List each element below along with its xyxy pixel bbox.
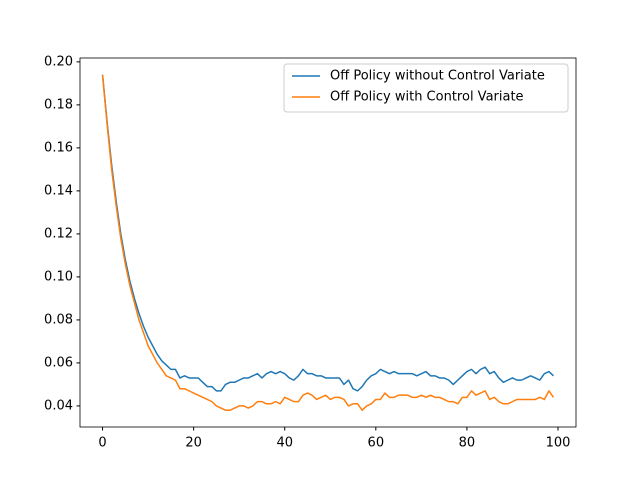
- plot-frame: [79, 57, 577, 428]
- series-line: [101, 74, 554, 392]
- x-tick-label: 20: [185, 436, 202, 451]
- legend-box: [283, 63, 569, 113]
- y-tick-label: 0.12: [44, 226, 73, 241]
- legend-label: Off Policy with Control Variate: [330, 90, 524, 105]
- x-tick-label: 80: [459, 436, 476, 451]
- x-tick-label: 40: [276, 436, 293, 451]
- y-tick-label: 0.16: [44, 140, 73, 155]
- y-tick-label: 0.18: [44, 97, 73, 112]
- y-tick-label: 0.04: [44, 398, 73, 413]
- x-tick-label: 60: [368, 436, 385, 451]
- x-tick-label: 0: [98, 436, 106, 451]
- y-tick-label: 0.10: [44, 269, 73, 284]
- y-tick-label: 0.14: [44, 183, 73, 198]
- series-line: [101, 74, 555, 411]
- x-tick-label: 100: [546, 436, 571, 451]
- y-tick-label: 0.20: [44, 54, 73, 69]
- y-tick-label: 0.08: [44, 312, 73, 327]
- legend-label: Off Policy without Control Variate: [330, 69, 545, 84]
- y-tick-label: 0.06: [44, 355, 73, 370]
